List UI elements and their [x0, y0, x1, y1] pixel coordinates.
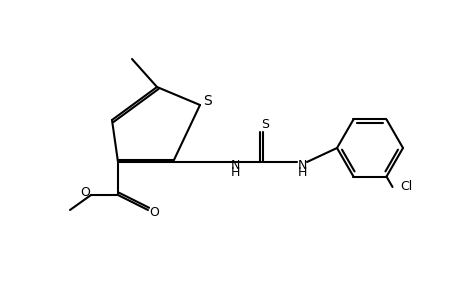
Text: H: H — [230, 167, 239, 179]
Text: O: O — [80, 187, 90, 200]
Text: O: O — [149, 206, 159, 220]
Text: N: N — [297, 158, 306, 172]
Text: S: S — [203, 94, 212, 108]
Text: N: N — [230, 158, 239, 172]
Text: H: H — [297, 167, 306, 179]
Text: Cl: Cl — [400, 181, 412, 194]
Text: S: S — [260, 118, 269, 130]
